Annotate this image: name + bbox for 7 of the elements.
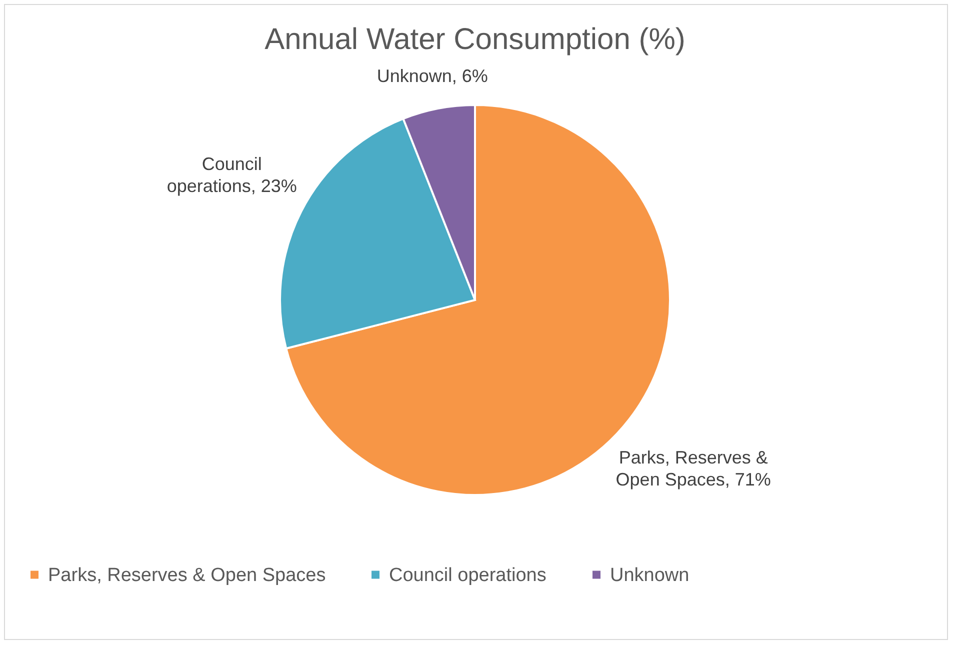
legend-label: Unknown (610, 564, 690, 586)
data-label: Unknown, 6% (376, 66, 488, 86)
data-label: Parks, Reserves & Open Spaces, 71% (616, 447, 771, 490)
legend-label: Council operations (389, 564, 546, 586)
legend-label: Parks, Reserves & Open Spaces (48, 564, 326, 586)
chart-title: Annual Water Consumption (%) (264, 23, 686, 56)
data-label: Council operations, 23% (166, 154, 297, 196)
